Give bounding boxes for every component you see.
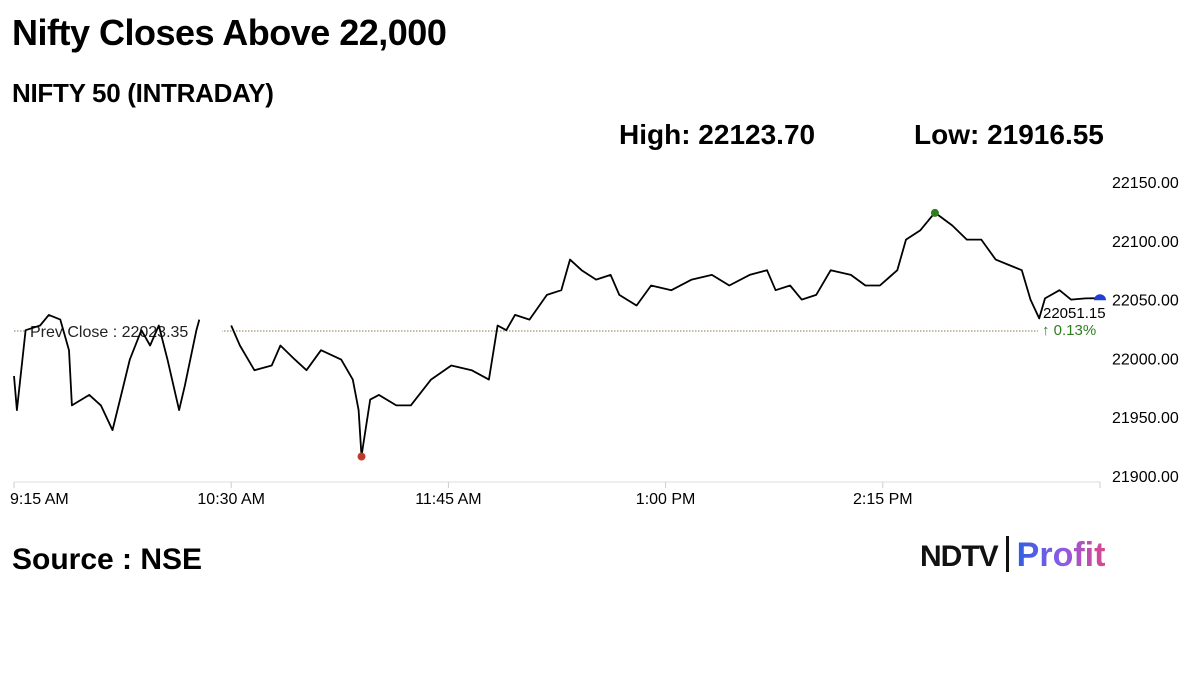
chart-subtitle: NIFTY 50 (INTRADAY) — [12, 78, 274, 108]
change-label: ↑ 0.13% — [1042, 322, 1096, 339]
last-point-marker — [1094, 294, 1106, 301]
price-series-line — [13, 211, 1101, 457]
y-tick-label: 21950.00 — [1112, 410, 1179, 427]
y-tick-label: 22150.00 — [1112, 175, 1179, 192]
low-point-marker — [357, 452, 366, 461]
x-tick-label: 11:45 AM — [415, 491, 481, 508]
y-tick-label: 22100.00 — [1112, 234, 1179, 251]
x-tick-label: 10:30 AM — [197, 491, 265, 508]
y-tick-label: 22000.00 — [1112, 351, 1179, 368]
y-tick-label: 21900.00 — [1112, 469, 1179, 486]
ndtv-profit-logo: NDTV Profit — [920, 536, 1105, 575]
chart-title: Nifty Closes Above 22,000 — [12, 12, 447, 53]
last-value-label: 22051.15 — [1043, 305, 1106, 322]
logo-ndtv: NDTV — [920, 540, 999, 573]
x-tick-label: 1:00 PM — [636, 491, 696, 508]
high-label: High: 22123.70 — [619, 119, 816, 150]
y-tick-label: 22050.00 — [1112, 293, 1179, 310]
low-label: Low: 21916.55 — [914, 119, 1104, 150]
x-tick-label: 2:15 PM — [853, 491, 913, 508]
logo-divider — [1005, 536, 1009, 572]
x-tick-label: 9:15 AM — [10, 491, 69, 508]
prev-close-label-bg — [26, 316, 222, 339]
high-point-marker — [930, 208, 939, 217]
source-label: Source : NSE — [12, 543, 203, 576]
prev-close-label: Prev Close : 22023.35 — [30, 324, 188, 341]
logo-profit: Profit — [1016, 536, 1106, 574]
